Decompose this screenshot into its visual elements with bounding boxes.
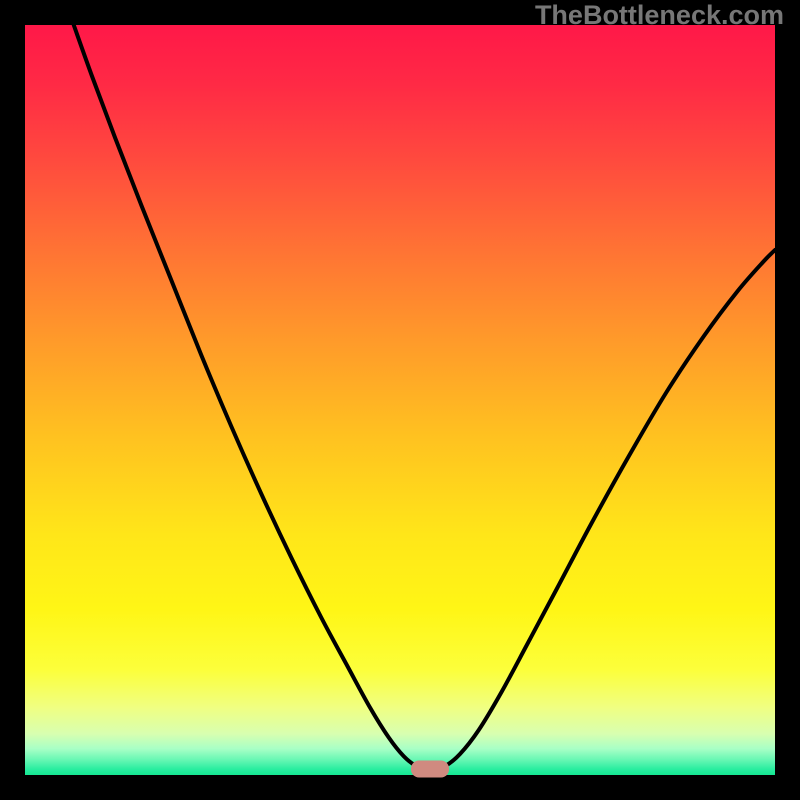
chart-stage: TheBottleneck.com bbox=[0, 0, 800, 800]
plot-area bbox=[25, 25, 775, 775]
optimum-marker bbox=[411, 761, 449, 778]
watermark-text: TheBottleneck.com bbox=[535, 0, 784, 31]
gradient-background bbox=[25, 25, 775, 775]
